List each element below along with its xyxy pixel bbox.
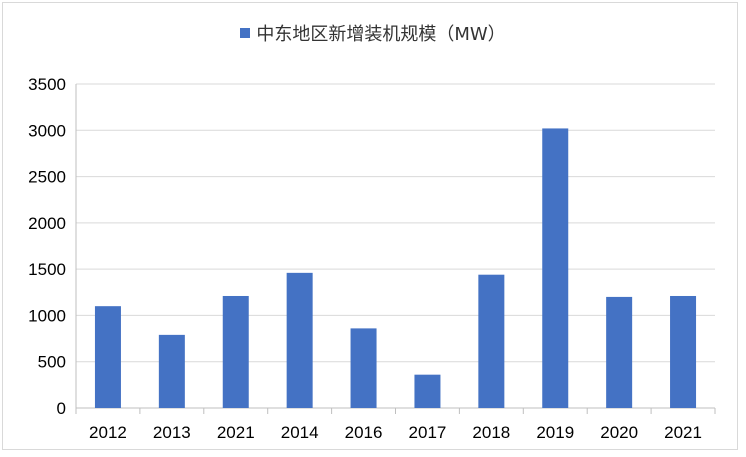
x-tick-label: 2016	[345, 423, 383, 442]
bar	[94, 306, 121, 408]
x-tick-label: 2018	[472, 423, 510, 442]
y-tick-label: 1500	[28, 260, 66, 279]
y-tick-label: 2500	[28, 168, 66, 187]
y-tick-label: 0	[57, 399, 66, 418]
legend-label: 中东地区新增装机规模（MW）	[256, 24, 506, 45]
chart-legend: 中东地区新增装机规模（MW）	[0, 20, 746, 46]
bar	[670, 295, 697, 408]
y-tick-label: 1000	[28, 306, 66, 325]
x-tick-label: 2017	[409, 423, 447, 442]
x-tick-label: 2013	[153, 423, 191, 442]
x-tick-label: 2020	[600, 423, 638, 442]
y-tick-label: 500	[38, 353, 66, 372]
bar	[478, 274, 505, 408]
bar	[606, 296, 633, 408]
bar	[542, 128, 569, 409]
y-tick-label: 3000	[28, 121, 66, 140]
x-tick-label: 2012	[89, 423, 127, 442]
bar	[222, 295, 249, 408]
x-tick-label: 2021	[664, 423, 702, 442]
legend-swatch	[240, 28, 251, 38]
x-tick-label: 2019	[536, 423, 574, 442]
y-tick-label: 2000	[28, 214, 66, 233]
bar	[414, 374, 441, 408]
bar	[350, 328, 377, 408]
x-tick-label: 2014	[281, 423, 319, 442]
y-tick-label: 3500	[28, 75, 66, 94]
bar	[286, 272, 313, 408]
x-tick-label: 2021	[217, 423, 255, 442]
bar	[158, 334, 185, 408]
